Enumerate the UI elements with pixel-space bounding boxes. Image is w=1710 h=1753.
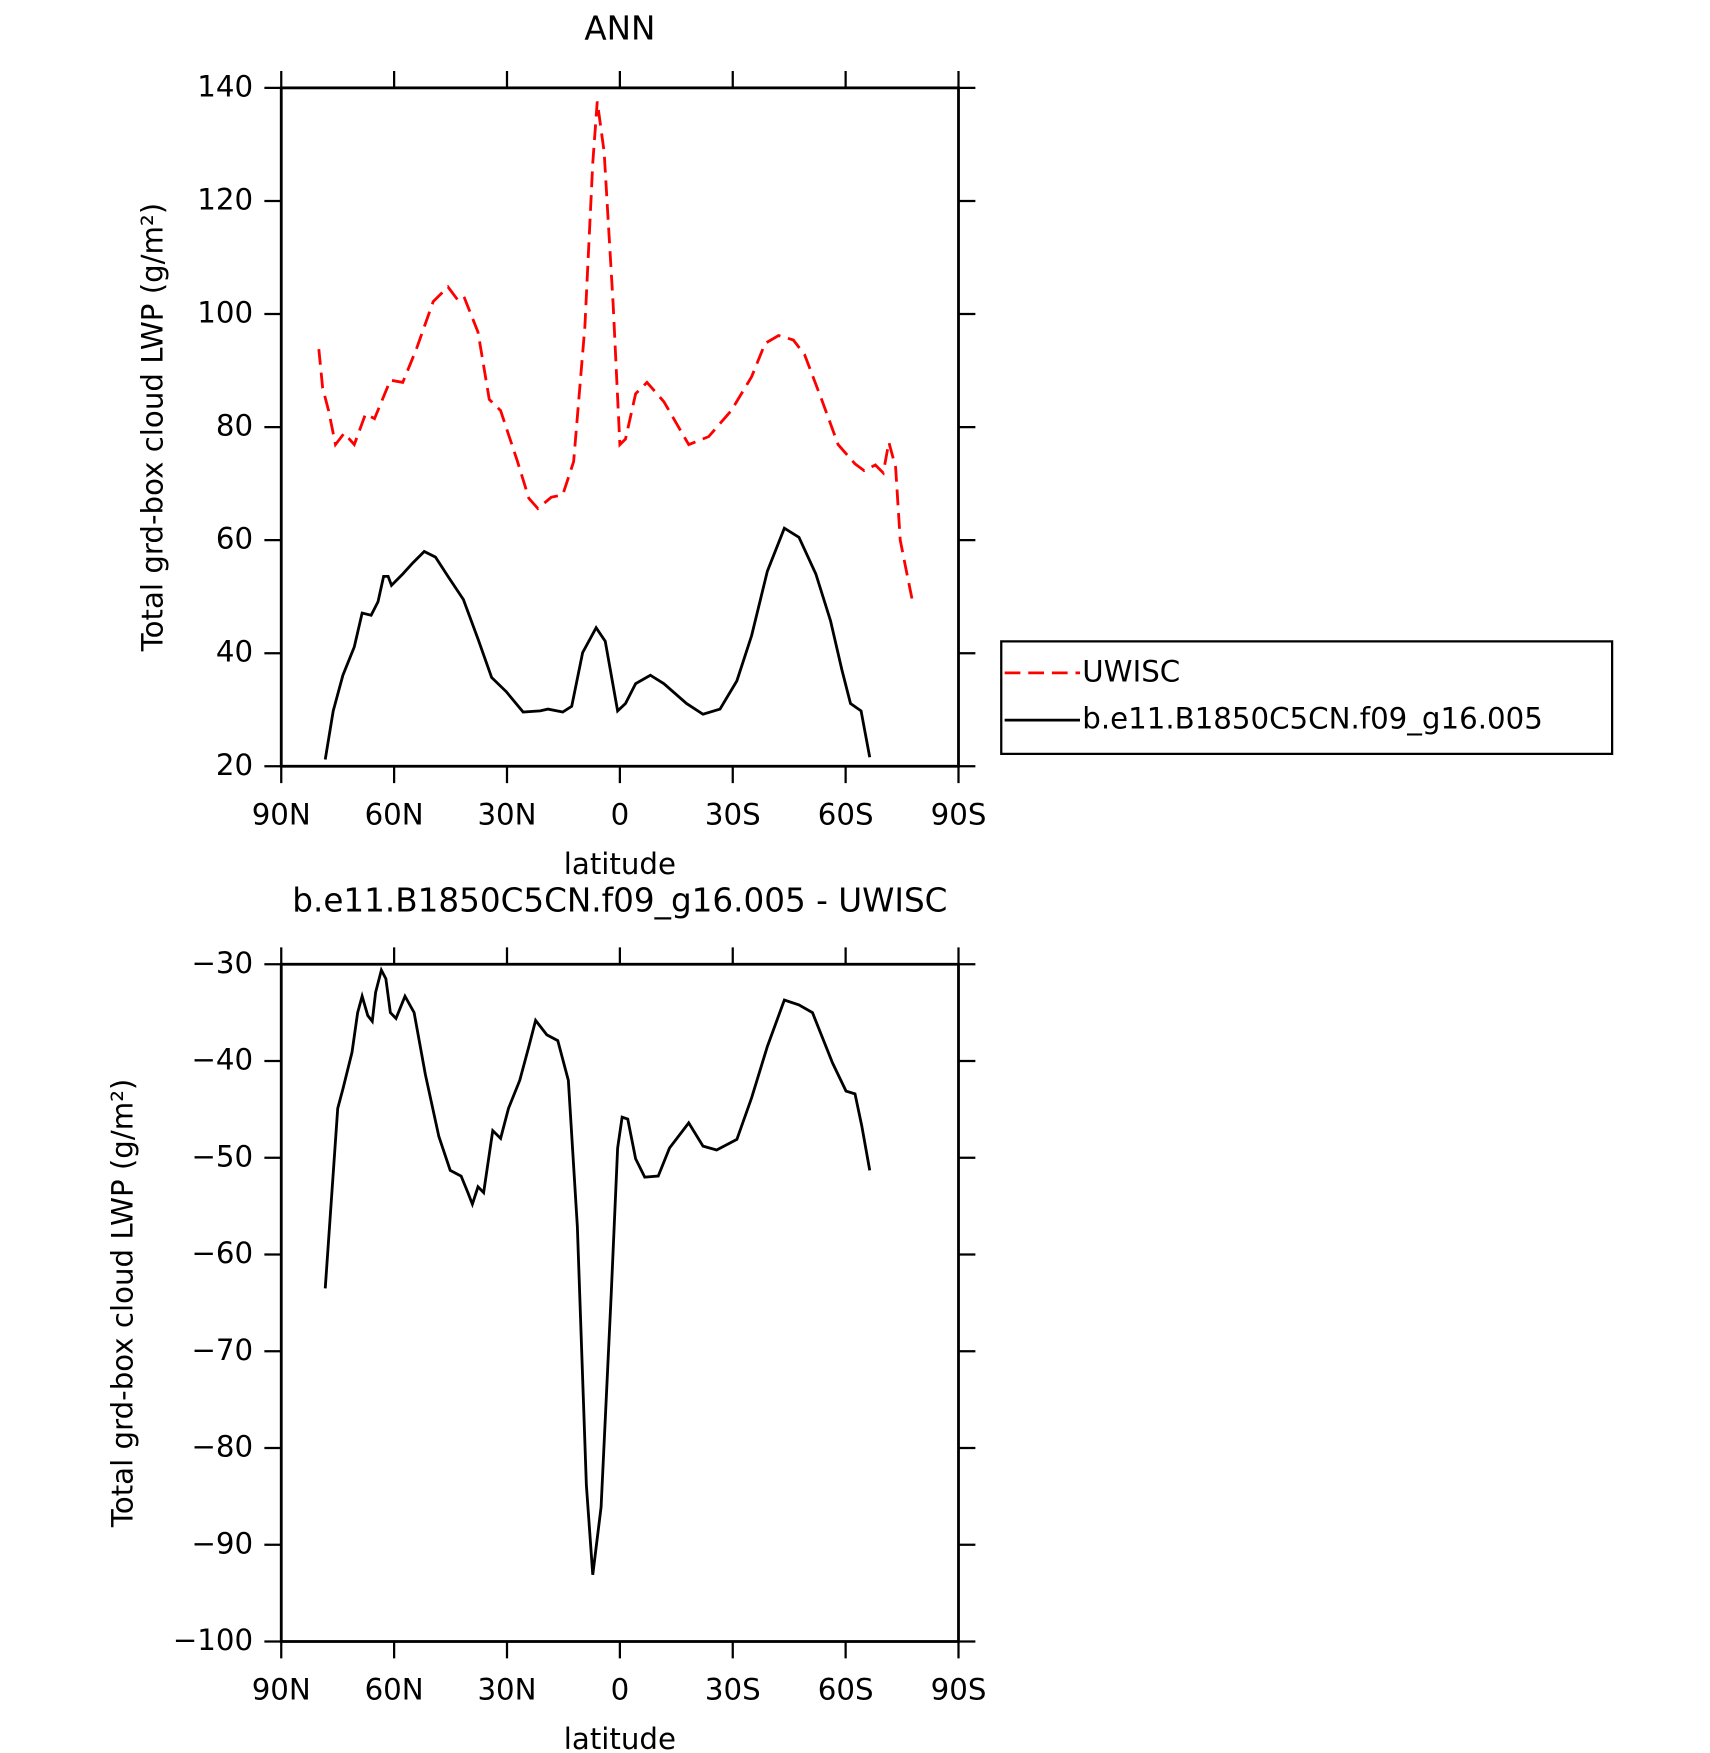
x-tick-label: 30S bbox=[705, 797, 761, 831]
y-tick-label: −90 bbox=[191, 1526, 253, 1560]
legend-label: UWISC bbox=[1082, 654, 1180, 688]
x-tick-label: 30S bbox=[705, 1673, 761, 1707]
plot-frame bbox=[279, 962, 960, 1643]
x-tick-label: 60N bbox=[365, 1673, 424, 1707]
y-tick-label: −100 bbox=[173, 1623, 253, 1657]
plot-frame bbox=[279, 86, 960, 768]
x-tick-label: 60S bbox=[818, 797, 874, 831]
y-tick-label: 80 bbox=[216, 409, 253, 443]
y-tick-label: 120 bbox=[197, 182, 253, 216]
x-axis-label: latitude bbox=[564, 1722, 676, 1753]
y-tick-label: 60 bbox=[216, 522, 253, 556]
x-tick-label: 90N bbox=[252, 1673, 311, 1707]
legend-box bbox=[1000, 640, 1614, 755]
x-tick-label: 0 bbox=[611, 797, 630, 831]
y-tick-label: −50 bbox=[191, 1139, 253, 1173]
x-tick-label: 30N bbox=[477, 797, 536, 831]
x-tick-label: 0 bbox=[611, 1673, 630, 1707]
y-tick-label: −40 bbox=[191, 1043, 253, 1077]
chart-title: b.e11.B1850C5CN.f09_g16.005 - UWISC bbox=[292, 881, 947, 919]
y-tick-label: −80 bbox=[191, 1430, 253, 1464]
data-line bbox=[317, 101, 914, 603]
x-axis-label: latitude bbox=[564, 847, 676, 881]
data-line bbox=[323, 526, 872, 760]
y-tick-label: 140 bbox=[197, 69, 253, 103]
y-tick-label: −70 bbox=[191, 1333, 253, 1367]
y-tick-label: 40 bbox=[216, 635, 253, 669]
y-tick-label: 20 bbox=[216, 748, 253, 782]
x-tick-label: 90S bbox=[931, 797, 987, 831]
x-tick-label: 60N bbox=[365, 797, 424, 831]
x-tick-label: 30N bbox=[477, 1673, 536, 1707]
data-line bbox=[323, 966, 872, 1575]
x-tick-label: 90N bbox=[252, 797, 311, 831]
legend-label: b.e11.B1850C5CN.f09_g16.005 bbox=[1082, 702, 1543, 736]
y-tick-label: 100 bbox=[197, 296, 253, 330]
x-tick-label: 90S bbox=[931, 1673, 987, 1707]
chart-title: ANN bbox=[584, 10, 655, 48]
x-tick-label: 60S bbox=[818, 1673, 874, 1707]
y-tick-label: −30 bbox=[191, 946, 253, 980]
y-tick-label: −60 bbox=[191, 1236, 253, 1270]
y-axis-label: Total grd-box cloud LWP (g/m²) bbox=[105, 1079, 139, 1528]
y-axis-label: Total grd-box cloud LWP (g/m²) bbox=[136, 203, 170, 652]
